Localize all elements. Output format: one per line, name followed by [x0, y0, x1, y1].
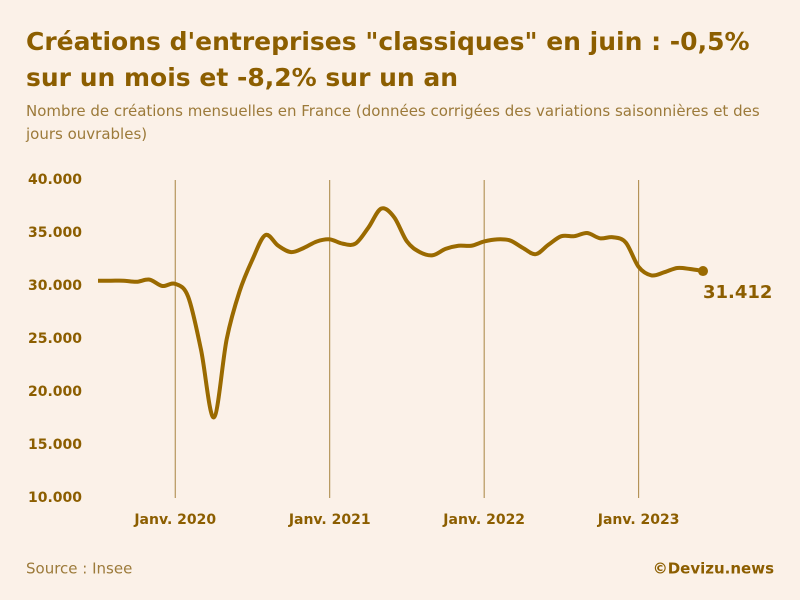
- y-tick-label: 10.000: [28, 490, 82, 506]
- x-tick-label: Janv. 2020: [133, 512, 216, 528]
- y-tick-label: 40.000: [28, 172, 82, 188]
- source: Source : Insee: [26, 560, 132, 578]
- value-label: 31.412: [703, 282, 772, 303]
- y-tick-label: 35.000: [28, 225, 82, 241]
- chart-title: Créations d'entreprises "classiques" en …: [26, 27, 750, 92]
- y-tick-label: 25.000: [28, 331, 82, 347]
- x-tick-label: Janv. 2023: [597, 512, 680, 528]
- end-point: [698, 266, 708, 277]
- y-tick-label: 20.000: [28, 384, 82, 400]
- credit: ©Devizu.news: [653, 560, 774, 578]
- y-tick-label: 30.000: [28, 278, 82, 294]
- data-line: [97, 206, 704, 420]
- y-tick-label: 15.000: [28, 437, 82, 453]
- x-tick-label: Janv. 2021: [288, 512, 371, 528]
- x-tick-label: Janv. 2022: [442, 512, 525, 528]
- chart-subtitle: Nombre de créations mensuelles en France…: [26, 102, 760, 143]
